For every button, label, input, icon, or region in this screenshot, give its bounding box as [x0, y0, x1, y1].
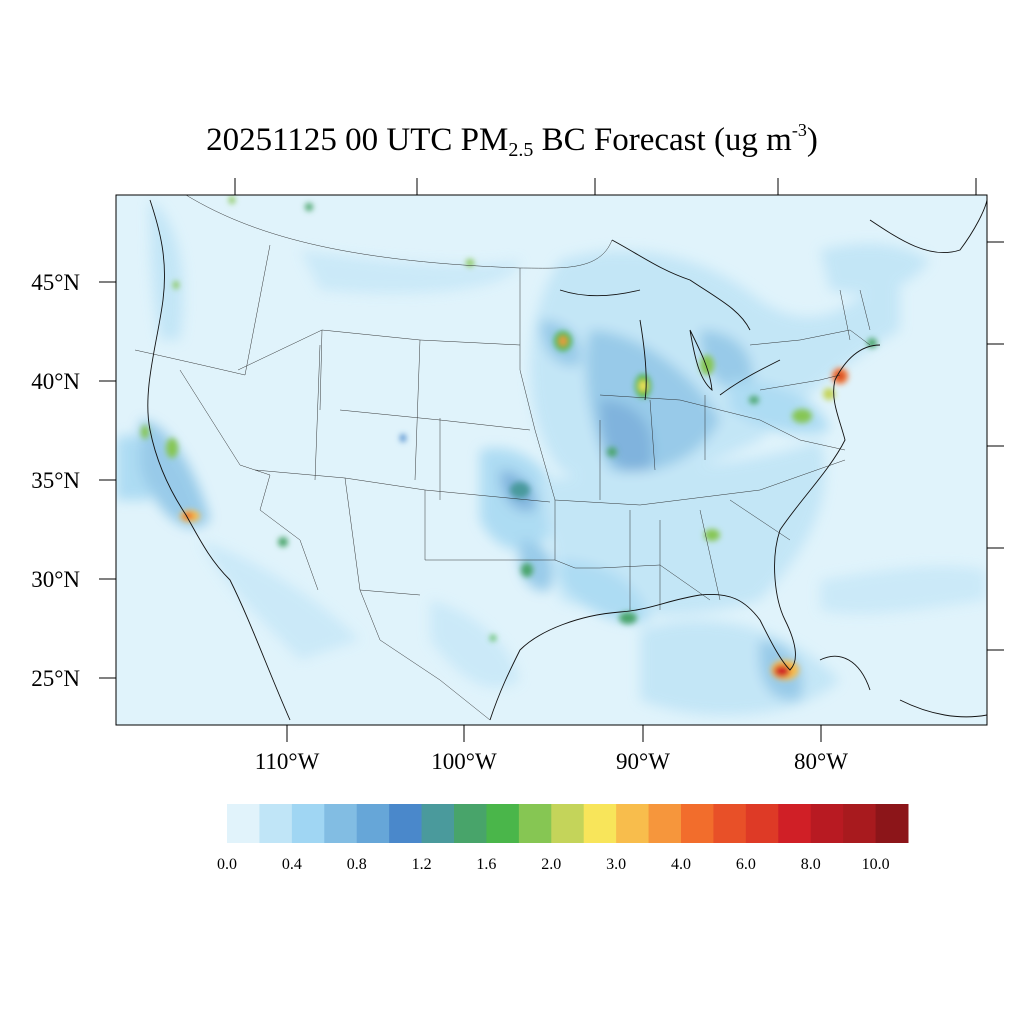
colorbar-swatch — [778, 804, 812, 843]
colorbar-swatch — [454, 804, 487, 843]
lat-label-45: 45°N — [31, 270, 80, 295]
longitude-labels: 110°W 100°W 90°W 80°W — [255, 749, 849, 774]
colorbar-swatch — [421, 804, 455, 843]
lat-label-30: 30°N — [31, 567, 80, 592]
title-subscript: 2.5 — [508, 139, 534, 161]
colorbar-swatch — [843, 804, 877, 843]
lon-label-80: 80°W — [794, 749, 848, 774]
colorbar-swatch — [518, 804, 552, 843]
colorbar-swatch — [745, 804, 779, 843]
colorbar-swatch — [259, 804, 293, 843]
title-middle: BC Forecast (ug m — [533, 122, 792, 158]
coastline — [147, 199, 987, 721]
map-frame — [115, 194, 988, 726]
colorbar-swatch — [291, 804, 325, 843]
state-boundaries — [134, 195, 871, 721]
axis-ticks — [99, 178, 1004, 742]
colorbar-tick-label: 0.4 — [282, 856, 302, 873]
colorbar-tick-label: 6.0 — [736, 856, 756, 873]
colorbar-tick-label: 3.0 — [606, 856, 626, 873]
title-superscript: -3 — [791, 120, 807, 140]
colorbar-swatch — [713, 804, 747, 843]
concentration-field — [116, 195, 987, 721]
lon-label-90: 90°W — [616, 749, 670, 774]
colorbar: 0.0 0.4 0.8 1.2 1.6 2.0 3.0 4.0 6.0 8.0 10.0 — [217, 804, 909, 873]
lon-label-110: 110°W — [255, 749, 320, 774]
colorbar-swatch — [551, 804, 585, 843]
colorbar-tick-label: 1.6 — [476, 856, 496, 873]
colorbar-swatch — [681, 804, 714, 843]
colorbar-swatch — [324, 804, 358, 843]
colorbar-tick-label: 4.0 — [671, 856, 691, 873]
lat-label-35: 35°N — [31, 468, 80, 493]
colorbar-swatch — [486, 804, 520, 843]
colorbar-swatch — [389, 804, 423, 843]
colorbar-tick-label: 10.0 — [862, 856, 890, 873]
latitude-labels: 45°N 40°N 35°N 30°N 25°N — [31, 270, 80, 691]
colorbar-swatch — [648, 804, 682, 843]
colorbar-swatch — [356, 804, 390, 843]
colorbar-swatch — [583, 804, 617, 843]
colorbar-swatch — [616, 804, 650, 843]
colorbar-tick-label: 8.0 — [801, 856, 821, 873]
colorbar-tick-label: 0.0 — [217, 856, 237, 873]
lon-label-100: 100°W — [431, 749, 497, 774]
lat-label-25: 25°N — [31, 666, 80, 691]
map-title: 20251125 00 UTC PM2.5 BC Forecast (ug m-… — [0, 120, 1024, 162]
title-suffix: ) — [806, 122, 818, 158]
lat-label-40: 40°N — [31, 369, 80, 394]
colorbar-tick-label: 0.8 — [347, 856, 367, 873]
colorbar-swatch — [810, 804, 844, 843]
title-prefix: 20251125 00 UTC PM — [206, 122, 509, 158]
colorbar-tick-label: 2.0 — [541, 856, 561, 873]
colorbar-swatch — [875, 804, 909, 843]
colorbar-swatch — [227, 804, 260, 843]
colorbar-tick-label: 1.2 — [412, 856, 432, 873]
